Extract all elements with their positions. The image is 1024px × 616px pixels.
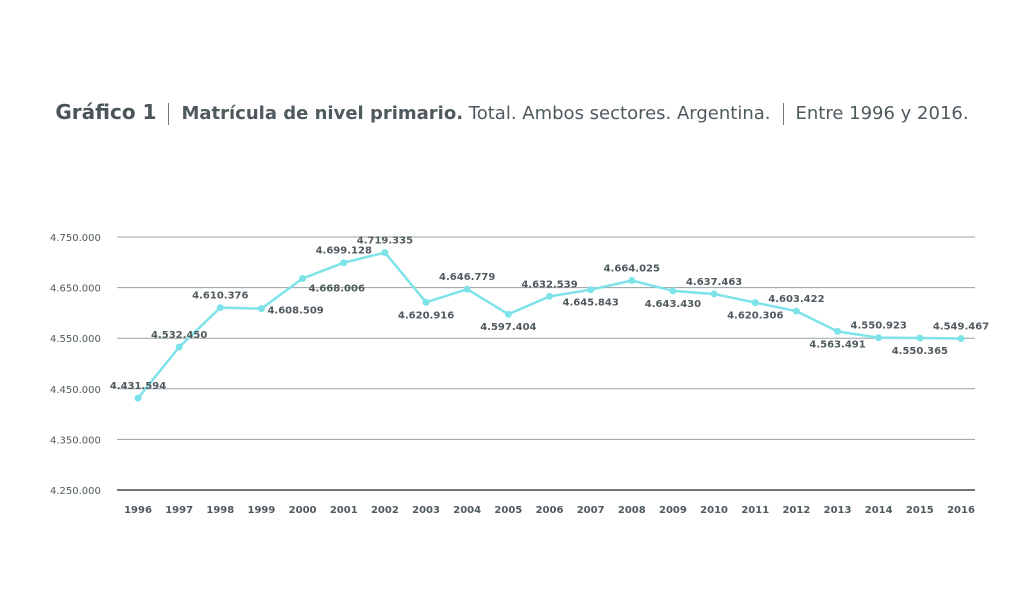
- y-tick-label: 4.250.000: [50, 486, 101, 497]
- data-label: 4.664.025: [604, 264, 660, 275]
- data-point: [792, 307, 800, 315]
- x-tick-label: 2016: [947, 505, 975, 516]
- data-label: 4.431.594: [110, 381, 166, 392]
- data-label: 4.646.779: [439, 272, 495, 283]
- data-label: 4.603.422: [768, 294, 824, 305]
- data-label: 4.632.539: [521, 279, 577, 290]
- data-point: [422, 298, 430, 306]
- series-line: [137, 251, 962, 399]
- data-point: [834, 327, 842, 335]
- x-tick-label: 2002: [371, 505, 399, 516]
- data-label: 4.719.335: [357, 236, 413, 247]
- x-tick-label: 2005: [494, 505, 522, 516]
- x-tick-label: 2007: [577, 505, 605, 516]
- data-point: [957, 334, 965, 342]
- data-point: [463, 285, 471, 293]
- figure-number: Gráfico 1: [55, 100, 157, 124]
- data-label: 4.550.365: [892, 346, 948, 357]
- data-point: [546, 292, 553, 300]
- data-point: [751, 299, 759, 307]
- data-point: [628, 277, 636, 285]
- data-label: 4.620.306: [727, 311, 783, 322]
- x-tick-label: 2008: [618, 505, 646, 516]
- y-tick-label: 4.550.000: [50, 334, 101, 345]
- x-tick-label: 2012: [782, 505, 810, 516]
- data-label: 4.637.463: [686, 277, 742, 288]
- data-label: 4.549.467: [933, 321, 989, 332]
- x-tick-label: 1999: [248, 505, 276, 516]
- divider: [782, 103, 784, 125]
- title-bold: Matrícula de nivel primario.: [181, 103, 464, 124]
- data-label: 4.699.128: [316, 246, 372, 257]
- x-tick-label: 2003: [412, 505, 440, 516]
- x-tick-label: 2009: [659, 505, 687, 516]
- x-tick-label: 1998: [206, 505, 234, 516]
- data-label: 4.610.376: [192, 291, 248, 302]
- data-point: [504, 310, 512, 318]
- title-rest: Total. Ambos sectores. Argentina.: [468, 103, 771, 124]
- data-label: 4.608.509: [267, 306, 323, 317]
- x-tick-label: 2000: [289, 505, 317, 516]
- y-tick-label: 4.450.000: [50, 385, 101, 396]
- x-tick-label: 2015: [906, 505, 934, 516]
- x-tick-label: 2013: [824, 505, 852, 516]
- data-point: [175, 343, 183, 351]
- data-point: [216, 304, 224, 312]
- data-point: [257, 305, 265, 313]
- data-point: [340, 259, 348, 267]
- data-point: [381, 249, 389, 257]
- data-point: [710, 290, 718, 298]
- data-point: [587, 286, 595, 294]
- data-point: [916, 334, 924, 342]
- data-label: 4.645.843: [562, 298, 618, 309]
- y-tick-label: 4.750.000: [50, 233, 101, 244]
- x-tick-label: 1996: [124, 505, 152, 516]
- data-label: 4.550.923: [851, 321, 907, 332]
- y-tick-label: 4.650.000: [50, 284, 101, 295]
- data-point: [134, 394, 142, 402]
- x-tick-label: 2004: [453, 505, 481, 516]
- data-point: [669, 287, 677, 295]
- data-label: 4.620.916: [398, 310, 454, 321]
- data-point: [875, 334, 883, 342]
- x-tick-label: 2006: [536, 505, 564, 516]
- data-point: [299, 274, 307, 282]
- x-tick-label: 1997: [165, 505, 193, 516]
- x-tick-label: 2001: [330, 505, 358, 516]
- divider: [168, 103, 170, 125]
- data-label: 4.532.450: [151, 330, 207, 341]
- title-range: Entre 1996 y 2016.: [795, 103, 969, 124]
- x-tick-label: 2014: [865, 505, 893, 516]
- data-label: 4.668.006: [309, 283, 365, 294]
- data-label: 4.563.491: [809, 339, 865, 350]
- y-tick-label: 4.350.000: [50, 435, 101, 446]
- data-label: 4.597.404: [480, 322, 536, 333]
- x-tick-label: 2011: [741, 505, 769, 516]
- chart-title: Gráfico 1 Matrícula de nivel primario. To…: [0, 100, 1024, 125]
- data-label: 4.643.430: [645, 299, 701, 310]
- x-tick-label: 2010: [700, 505, 728, 516]
